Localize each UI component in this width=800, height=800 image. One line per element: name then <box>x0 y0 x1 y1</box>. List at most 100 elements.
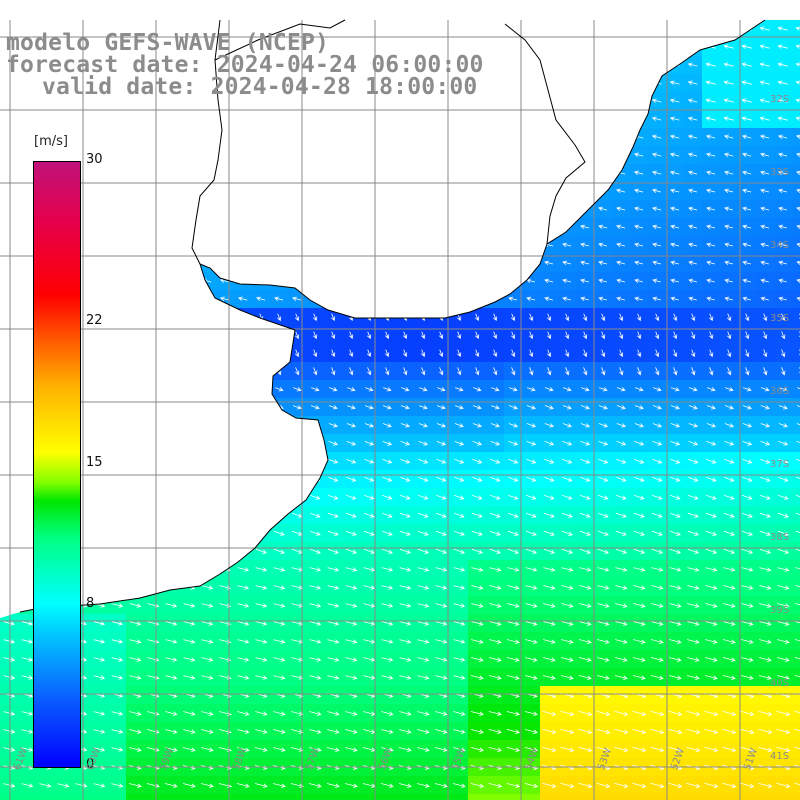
wind-arrow <box>454 423 464 428</box>
wind-cell <box>792 488 800 507</box>
wind-arrow <box>543 530 555 536</box>
wind-arrow <box>669 585 682 590</box>
wind-arrow <box>309 657 322 662</box>
wind-arrow <box>542 728 557 735</box>
wind-arrow <box>435 729 448 734</box>
wind-arrow <box>328 494 339 500</box>
wind-arrow <box>652 387 662 392</box>
wind-arrow <box>237 621 250 626</box>
wind-arrow <box>345 747 358 752</box>
wind-arrow <box>526 296 536 301</box>
wind-arrow <box>418 476 429 482</box>
wind-arrow <box>328 441 339 446</box>
wind-arrow <box>471 530 483 536</box>
wind-arrow <box>615 621 628 626</box>
wind-arrow <box>526 441 537 446</box>
wind-arrow <box>795 621 800 626</box>
wind-cell <box>792 344 800 363</box>
wind-arrow <box>652 476 663 482</box>
wind-arrow <box>93 783 106 788</box>
wind-arrow <box>763 367 768 376</box>
wind-arrow <box>489 657 502 662</box>
wind-arrow <box>778 405 788 410</box>
wind-arrow <box>670 476 681 482</box>
wind-arrow <box>687 548 700 554</box>
wind-arrow <box>670 152 680 157</box>
wind-arrow <box>796 423 800 428</box>
wind-arrow <box>616 242 626 247</box>
wind-arrow <box>331 367 336 376</box>
wind-arrow <box>669 567 682 572</box>
wind-arrow <box>777 80 788 85</box>
colorbar-tick-label: 0 <box>86 757 95 772</box>
wind-arrow <box>330 331 336 340</box>
wind-arrow <box>687 62 698 67</box>
wind-arrow <box>578 728 593 735</box>
wind-arrow <box>796 134 800 139</box>
wind-arrow <box>543 603 556 608</box>
wind-arrow <box>616 476 627 482</box>
wind-arrow <box>366 331 372 340</box>
colorbar-tick-label: 22 <box>86 313 103 329</box>
wind-arrow <box>75 783 88 788</box>
wind-arrow <box>201 729 214 734</box>
wind-arrow <box>327 675 340 680</box>
wind-arrow <box>597 621 610 626</box>
wind-arrow <box>705 512 717 518</box>
wind-arrow <box>436 441 447 446</box>
wind-arrow <box>417 711 430 716</box>
wind-arrow <box>470 711 484 716</box>
wind-arrow <box>561 530 573 536</box>
wind-arrow <box>579 512 591 518</box>
wind-arrow <box>129 675 142 680</box>
wind-arrow <box>723 98 734 103</box>
valid-date: valid date: 2024-04-28 18:00:00 <box>42 74 478 100</box>
wind-arrow <box>687 134 698 139</box>
wind-arrow <box>542 782 557 789</box>
wind-arrow <box>561 657 574 662</box>
wind-cell <box>792 794 800 800</box>
wind-cell <box>792 362 800 381</box>
wind-cell <box>666 794 685 800</box>
wind-arrow <box>454 405 464 410</box>
wind-cell <box>792 740 800 759</box>
wind-arrow <box>601 367 606 376</box>
wind-arrow <box>543 585 556 590</box>
wind-arrow <box>763 313 768 322</box>
wind-arrow <box>328 459 339 464</box>
wind-cell <box>792 92 800 111</box>
wind-arrow <box>327 747 340 752</box>
wind-arrow <box>615 530 627 536</box>
wind-arrow <box>506 783 521 788</box>
wind-arrow <box>742 441 753 446</box>
wind-arrow <box>598 296 607 301</box>
wind-cell <box>360 794 379 800</box>
wind-arrow <box>526 494 537 500</box>
wind-arrow <box>673 349 678 358</box>
colorbar-unit: [m/s] <box>34 134 68 149</box>
wind-arrow <box>634 441 645 446</box>
wind-arrow <box>456 331 462 340</box>
wind-arrow <box>619 313 624 322</box>
wind-arrow <box>544 476 555 482</box>
wind-arrow <box>579 657 592 662</box>
country-border <box>191 19 586 265</box>
wind-arrow <box>670 441 681 446</box>
wind-arrow <box>580 260 590 265</box>
wind-cell <box>288 794 307 800</box>
latitude-label: 37S <box>770 459 790 470</box>
wind-arrow <box>706 242 716 247</box>
wind-arrow <box>327 512 339 518</box>
wind-cell <box>18 794 37 800</box>
wind-arrow <box>236 783 250 788</box>
wind-arrow <box>525 548 537 554</box>
wind-arrow <box>434 783 448 788</box>
wind-arrow <box>651 494 663 500</box>
wind-arrow <box>597 639 610 644</box>
wind-arrow <box>724 458 735 464</box>
wind-arrow <box>273 675 286 680</box>
wind-arrow <box>472 405 482 410</box>
wind-arrow <box>201 585 214 590</box>
wind-arrow <box>652 152 662 157</box>
wind-arrow <box>794 746 800 753</box>
